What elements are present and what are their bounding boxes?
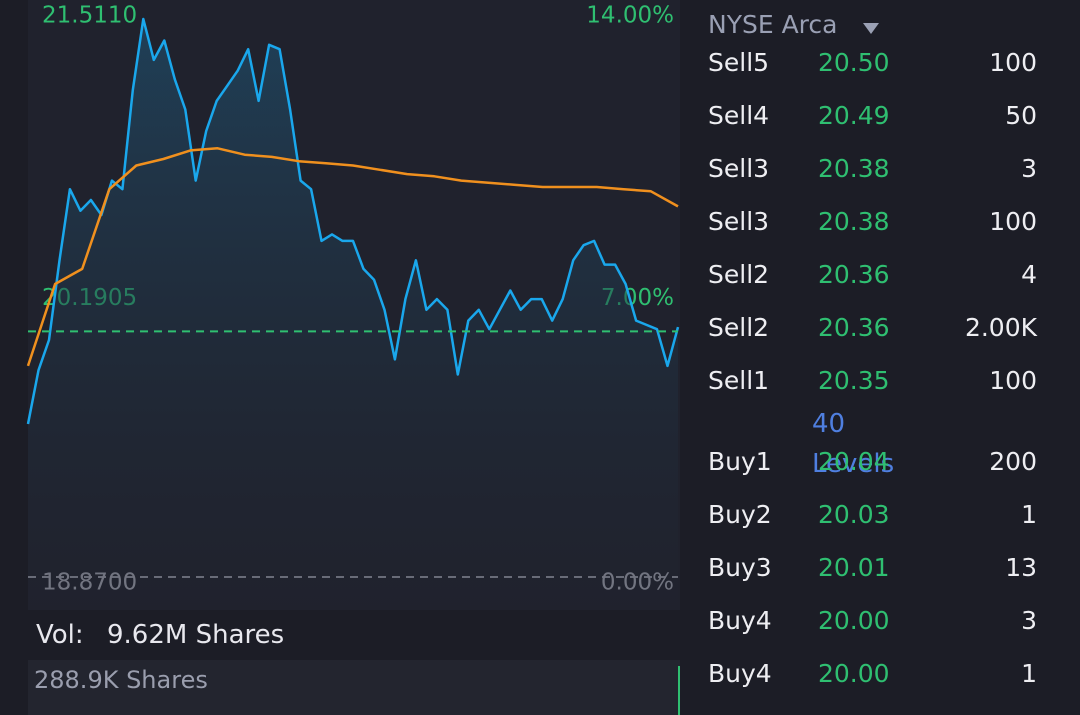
- dropdown-arrow[interactable]: [863, 23, 879, 34]
- level-size: 4: [1021, 259, 1037, 289]
- ask-row: Sell4 20.49 50: [700, 89, 1080, 142]
- exchange-select[interactable]: NYSE Arca: [708, 10, 838, 39]
- level-label: Sell4: [708, 100, 770, 130]
- level-price: 20.38: [818, 206, 890, 236]
- level-price: 20.35: [818, 365, 890, 395]
- level-label: Sell3: [708, 206, 770, 236]
- levels-link[interactable]: 40 Levels: [812, 408, 895, 479]
- y2-tick-label: 14.00%: [586, 3, 674, 29]
- level-price: 20.00: [818, 605, 890, 635]
- ask-row: Sell1 20.35 100: [700, 354, 1080, 407]
- level-size: 1: [1021, 499, 1037, 529]
- level-price: 20.01: [818, 552, 890, 582]
- level-price: 20.50: [818, 47, 890, 77]
- volume-label: Vol:: [36, 620, 84, 650]
- level-label: Buy2: [708, 499, 772, 529]
- price-chart: 18.870020.190521.51100.00%7.00%14.00%: [26, 2, 680, 610]
- level-label: Sell2: [708, 259, 770, 289]
- level-price: 20.36: [818, 259, 890, 289]
- level-size: 100: [989, 365, 1037, 395]
- level-label: Sell3: [708, 153, 770, 183]
- bid-row: Buy1 20.04 200: [700, 435, 1080, 488]
- price-area: [28, 19, 678, 610]
- volume-value: 9.62M Shares: [107, 620, 285, 650]
- level-label: Sell1: [708, 365, 770, 395]
- order-book: Sell5 20.50 100 Sell4 20.49 50 Sell3 20.38 3 Sell…: [700, 45, 1080, 715]
- ask-row: Sell3 20.38 3: [700, 142, 1080, 195]
- level-size: 1: [1021, 658, 1037, 688]
- level-label: Buy1: [708, 446, 772, 476]
- ask-row: Sell5 20.50 100: [700, 45, 1080, 89]
- bid-row: Buy4 20.00 1: [700, 647, 1080, 700]
- sub-volume-value: 288.9K Shares: [34, 666, 208, 694]
- level-size: 100: [989, 206, 1037, 236]
- level-size: 200: [989, 446, 1037, 476]
- volume-bar: Vol: 9.62M Shares: [0, 610, 680, 660]
- price-line: [26, 17, 680, 425]
- level-size: 3: [1021, 605, 1037, 635]
- bid-row: Buy3 20.01 13: [700, 541, 1080, 594]
- average-line: [26, 147, 679, 367]
- ask-row: Sell3 20.38 100: [700, 195, 1080, 248]
- bid-row: Buy2 20.03 1: [700, 488, 1080, 541]
- level-price: 20.00: [818, 658, 890, 688]
- ask-row: Sell2 20.36 4: [700, 248, 1080, 301]
- level-label: Sell2: [708, 312, 770, 342]
- level-price: 20.04: [818, 446, 890, 476]
- level-label: Buy3: [708, 552, 772, 582]
- level-size: 2.00K: [964, 312, 1037, 342]
- sub-volume: 288.9K Shares: [28, 660, 680, 715]
- level-size: 50: [1005, 100, 1037, 130]
- level-size: 3: [1021, 153, 1037, 183]
- level-size: 100: [989, 47, 1037, 77]
- volume-cursor: [678, 666, 680, 715]
- level-price: 20.03: [818, 499, 890, 529]
- ask-row: Sell2 20.36 2.00K: [700, 301, 1080, 354]
- level-label: Sell5: [708, 47, 770, 77]
- y-tick-label: 21.5110: [42, 3, 137, 29]
- bid-row: Buy4 20.00 3: [700, 594, 1080, 647]
- level-price: 20.36: [818, 312, 890, 342]
- level-size: 13: [1005, 552, 1037, 582]
- level-label: Buy4: [708, 658, 772, 688]
- level-price: 20.38: [818, 153, 890, 183]
- level-price: 20.49: [818, 100, 890, 130]
- level-label: Buy4: [708, 605, 772, 635]
